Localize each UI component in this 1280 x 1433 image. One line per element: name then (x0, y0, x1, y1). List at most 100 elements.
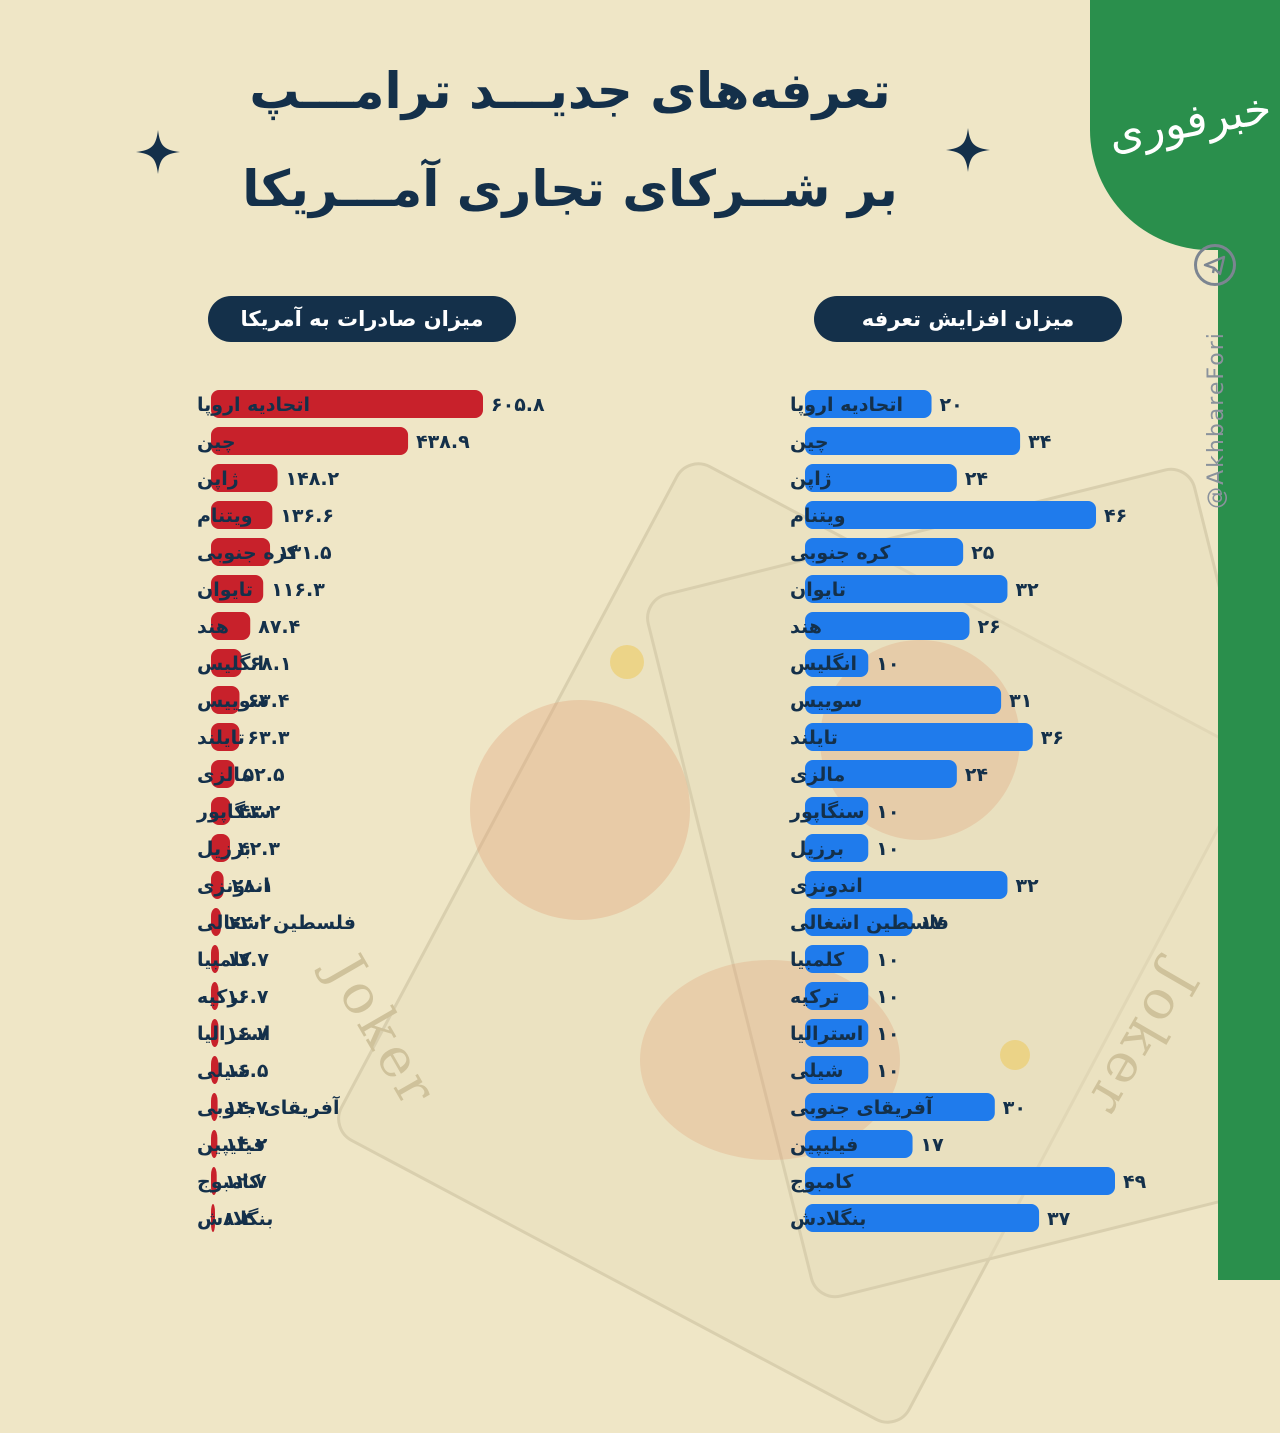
exports-category-label: کره جنوبی (197, 542, 298, 564)
exports-value-label: ۱۶.۵ (226, 1060, 268, 1082)
tariff-bar (805, 464, 957, 492)
tariff-chart-title: میزان افزایش تعرفه (814, 296, 1122, 342)
tariff-bar (805, 982, 869, 1010)
tariff-value-label: ۲۴ (965, 764, 988, 786)
tariff-category-label: سوییس (790, 690, 862, 712)
tariff-bar (805, 871, 1008, 899)
tariff-category-label: آفریقای جنوبی (790, 1095, 933, 1119)
tariff-value-label: ۲۵ (971, 542, 995, 564)
exports-bar (211, 575, 264, 603)
exports-bar (211, 1167, 217, 1195)
tariff-bar (805, 1093, 995, 1121)
exports-category-label: فلسطین اشغالی (197, 912, 356, 934)
tariff-value-label: ۴۹ (1123, 1171, 1147, 1193)
tariff-category-label: شیلی (790, 1060, 843, 1082)
exports-value-label: ۲۲.۲ (229, 912, 271, 934)
tariff-bar (805, 1167, 1115, 1195)
tariff-category-label: برزیل (790, 838, 844, 860)
tariff-value-label: ۱۰ (876, 653, 899, 675)
tariff-category-label: کامبوج (790, 1171, 854, 1193)
tariff-category-label: اندونزی (790, 875, 863, 897)
tariff-bar (805, 723, 1033, 751)
tariff-bar (805, 612, 970, 640)
exports-category-label: بنگلادش (197, 1207, 273, 1230)
exports-bar (211, 1204, 215, 1232)
exports-bar (211, 982, 219, 1010)
exports-value-label: ۱۴۸.۲ (286, 468, 340, 490)
tariff-value-label: ۱۷ (921, 1134, 945, 1156)
tariff-bar (805, 649, 869, 677)
exports-value-label: ۱۲.۷ (225, 1171, 267, 1193)
exports-category-label: هند (197, 616, 229, 638)
tariff-value-label: ۴۶ (1104, 505, 1127, 527)
exports-chart-title: میزان صادرات به آمریکا (208, 296, 516, 342)
tariff-category-label: کلمبیا (790, 949, 845, 971)
exports-bar (211, 427, 409, 455)
exports-value-label: ۵۲.۵ (243, 764, 285, 786)
tariff-bar (805, 1130, 913, 1158)
exports-category-label: استرالیا (197, 1023, 270, 1045)
exports-bar (211, 390, 483, 418)
tariff-value-label: ۱۷ (921, 912, 945, 934)
exports-value-label: ۸۷.۴ (258, 616, 300, 638)
telegram-icon[interactable] (1194, 244, 1236, 286)
tariff-category-label: تایوان (790, 579, 846, 601)
exports-value-label: ۱۶.۷ (226, 986, 268, 1008)
tariff-bar (805, 1056, 869, 1084)
tariff-value-label: ۱۰ (876, 1023, 899, 1045)
tariff-category-label: فیلیپین (790, 1134, 858, 1156)
tariff-value-label: ۳۲ (1015, 875, 1039, 897)
tariff-category-label: ژاپن (790, 468, 832, 490)
exports-bar (211, 1019, 219, 1047)
tariff-category-label: چین (790, 431, 829, 453)
exports-category-label: ترکیه (197, 986, 246, 1008)
tariff-bar (805, 686, 1002, 714)
tariff-category-label: ترکیه (790, 986, 839, 1008)
joker-figure-decoration (470, 700, 690, 920)
exports-value-label: ۱۳۱.۵ (278, 542, 332, 564)
exports-bar (211, 686, 240, 714)
exports-category-label: مالزی (197, 764, 252, 786)
exports-value-label: ۴۲.۳ (238, 838, 280, 860)
exports-bar (211, 649, 242, 677)
exports-value-label: ۴۳.۲ (238, 801, 280, 823)
exports-category-label: سوییس (197, 690, 269, 712)
exports-category-label: کلمبیا (197, 949, 252, 971)
exports-bar (211, 797, 231, 825)
page-title-line-2: بر شــرکای تجاری آمـــریکا (242, 160, 898, 218)
tariff-category-label: هند (790, 616, 822, 638)
tariff-bar (805, 390, 932, 418)
sparkle-icon (136, 130, 180, 174)
tariff-bar (805, 797, 869, 825)
tariff-value-label: ۳۷ (1047, 1208, 1071, 1230)
tariff-bar (805, 427, 1021, 455)
exports-bar (211, 1056, 219, 1084)
exports-bar (211, 1093, 218, 1121)
exports-category-label: کامبوج (197, 1171, 261, 1193)
exports-category-label: آفریقای جنوبی (197, 1095, 340, 1119)
tariff-category-label: فلسطین اشغالی (790, 912, 949, 934)
tariff-category-label: سنگاپور (789, 800, 865, 823)
tariff-category-label: انگلیس (790, 652, 857, 675)
tariff-bar (805, 538, 964, 566)
tariff-value-label: ۱۰ (876, 838, 899, 860)
exports-bar (211, 1130, 218, 1158)
exports-category-label: سنگاپور (196, 800, 272, 823)
tariff-category-label: اتحادیه اروپا (790, 394, 903, 416)
tariff-value-label: ۱۰ (876, 986, 899, 1008)
tariff-value-label: ۳۱ (1009, 690, 1032, 712)
tariff-category-label: ویتنام (790, 505, 846, 527)
tariff-bar (805, 945, 869, 973)
tariff-value-label: ۳۴ (1028, 431, 1051, 453)
exports-bar (211, 834, 230, 862)
tariff-value-label: ۲۶ (977, 616, 1000, 638)
brand-logo-background (1090, 0, 1280, 250)
tariff-value-label: ۳۶ (1041, 727, 1064, 749)
exports-bar (211, 501, 273, 529)
exports-bar (211, 464, 278, 492)
exports-value-label: ۱۱۶.۳ (271, 579, 325, 601)
page-title-line-1: تعرفه‌های جدیـــد ترامـــپ (249, 62, 891, 120)
tariff-value-label: ۳۰ (1003, 1097, 1026, 1119)
tariff-category-label: تایلند (790, 727, 838, 749)
tariff-bar (805, 908, 913, 936)
